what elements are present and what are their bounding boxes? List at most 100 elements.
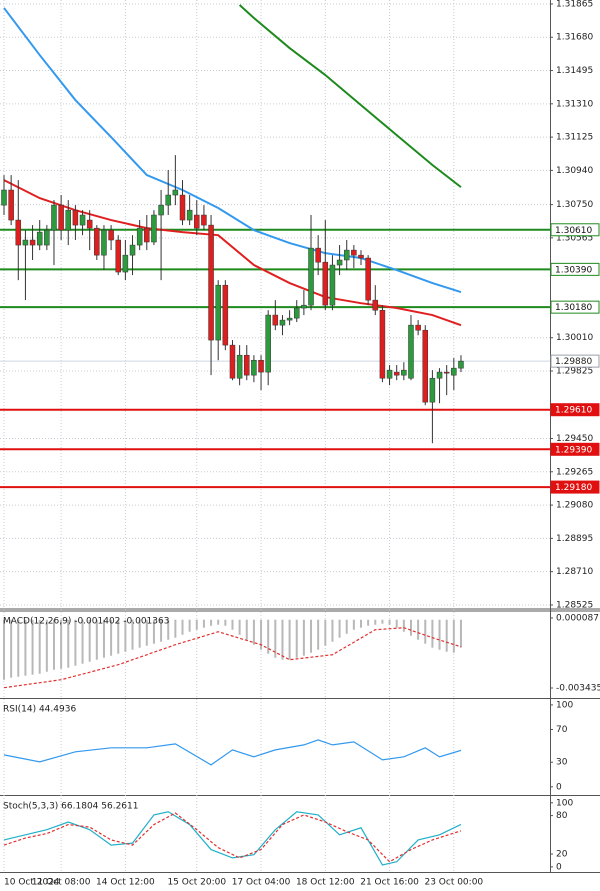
- macd-bar: [224, 619, 227, 626]
- candle-body: [44, 229, 50, 246]
- y-tick-label: 1.30750: [556, 200, 593, 210]
- y-tick-label: 1.31310: [556, 99, 593, 109]
- macd-bar: [231, 619, 234, 630]
- macd-bar: [331, 619, 334, 642]
- level-label-box: [550, 403, 600, 417]
- macd-bar: [324, 619, 327, 646]
- candle-body: [122, 254, 129, 273]
- y-tick-label: 1.30010: [556, 333, 593, 343]
- candle-body: [244, 354, 250, 376]
- macd-bar: [438, 619, 441, 650]
- candle-body: [115, 239, 121, 273]
- macd-bar: [45, 619, 48, 672]
- candle-body: [336, 259, 343, 266]
- macd-bar: [110, 619, 113, 656]
- macd-bar: [302, 619, 305, 656]
- candle-body: [436, 371, 443, 379]
- x-tick-label: 15 Oct 20:00: [167, 878, 226, 888]
- macd-bar: [74, 619, 77, 666]
- y-tick-label: 0: [556, 782, 562, 792]
- x-tick-label: 18 Oct 12:00: [296, 878, 355, 888]
- macd-bar: [60, 619, 63, 669]
- level-label-box: [550, 223, 600, 237]
- macd-bar: [81, 619, 84, 664]
- y-tick-label: 100: [556, 798, 573, 808]
- candle-body: [279, 319, 286, 326]
- macd-bar: [338, 619, 341, 638]
- candle-body: [322, 261, 329, 306]
- x-tick-label: 11 Oct 08:00: [32, 878, 91, 888]
- candle-body: [372, 299, 379, 311]
- y-tick-label: 1.31495: [556, 66, 593, 76]
- macd-bar: [409, 619, 412, 636]
- candle-body: [451, 367, 457, 376]
- macd-bar: [195, 619, 198, 630]
- y-tick-label: 1.29825: [556, 367, 593, 377]
- macd-bar: [360, 619, 362, 628]
- macd-bar: [238, 619, 241, 635]
- candle-body: [15, 219, 22, 246]
- macd-bar: [95, 619, 98, 660]
- macd-bar: [145, 619, 148, 646]
- macd-bar: [152, 619, 155, 644]
- macd-bar: [317, 619, 320, 650]
- candle-body: [236, 354, 243, 379]
- macd-bar: [374, 619, 377, 625]
- macd-bar: [452, 619, 455, 653]
- level-label-box: [550, 300, 600, 314]
- macd-bar: [31, 619, 34, 675]
- macd-bar: [52, 619, 55, 670]
- candle-body: [301, 304, 307, 309]
- panel-title: MACD(12,26,9) -0.001402 -0.001363: [3, 617, 169, 627]
- candle-body: [194, 214, 200, 229]
- macd-bar: [38, 619, 41, 674]
- candle-body: [386, 369, 393, 379]
- macd-bar: [188, 619, 191, 632]
- candle-body: [8, 189, 14, 221]
- macd-bar: [424, 619, 427, 644]
- macd-bar: [295, 619, 298, 658]
- candle-body: [36, 231, 43, 246]
- candle-body: [401, 369, 407, 376]
- candle-body: [315, 247, 321, 263]
- y-tick-label: 70: [556, 725, 568, 735]
- macd-bar: [210, 619, 213, 626]
- candle-body: [258, 359, 264, 373]
- y-tick-label: 1.31125: [556, 133, 593, 143]
- y-tick-label: -0.003435: [556, 684, 600, 694]
- macd-bar: [310, 619, 313, 653]
- candle-body: [222, 284, 229, 346]
- candle-body: [101, 229, 107, 256]
- macd-bar: [217, 619, 220, 625]
- candle-body: [72, 209, 79, 226]
- candle-body: [329, 264, 336, 306]
- y-tick-label: 20: [556, 850, 568, 860]
- candle-body: [351, 249, 357, 256]
- panel-title: RSI(14) 44.4936: [3, 705, 76, 715]
- y-tick-label: 1.28710: [556, 567, 593, 577]
- level-label: 1.30610: [555, 226, 592, 236]
- indicator-line: [3, 739, 462, 766]
- y-tick-label: 0.000087: [556, 614, 599, 624]
- macd-bar: [181, 619, 184, 635]
- macd-bar: [260, 619, 263, 650]
- y-tick-label: 1.29080: [556, 501, 593, 511]
- candle-body: [458, 360, 464, 369]
- candle-body: [129, 244, 136, 256]
- macd-bar: [267, 619, 270, 654]
- candle-body: [265, 314, 271, 373]
- level-label: 1.29610: [555, 406, 592, 416]
- macd-bar: [160, 619, 163, 642]
- moving-average: [238, 4, 462, 188]
- y-tick-label: 1.30565: [556, 233, 593, 243]
- x-tick-label: 21 Oct 16:00: [360, 878, 419, 888]
- candle-body: [343, 249, 350, 261]
- macd-bar: [167, 619, 170, 640]
- macd-bar: [431, 619, 434, 648]
- macd-bar: [131, 619, 134, 650]
- x-tick-label: 17 Oct 04:00: [232, 878, 291, 888]
- candle-body: [365, 257, 371, 301]
- y-tick-label: 1.30940: [556, 166, 593, 176]
